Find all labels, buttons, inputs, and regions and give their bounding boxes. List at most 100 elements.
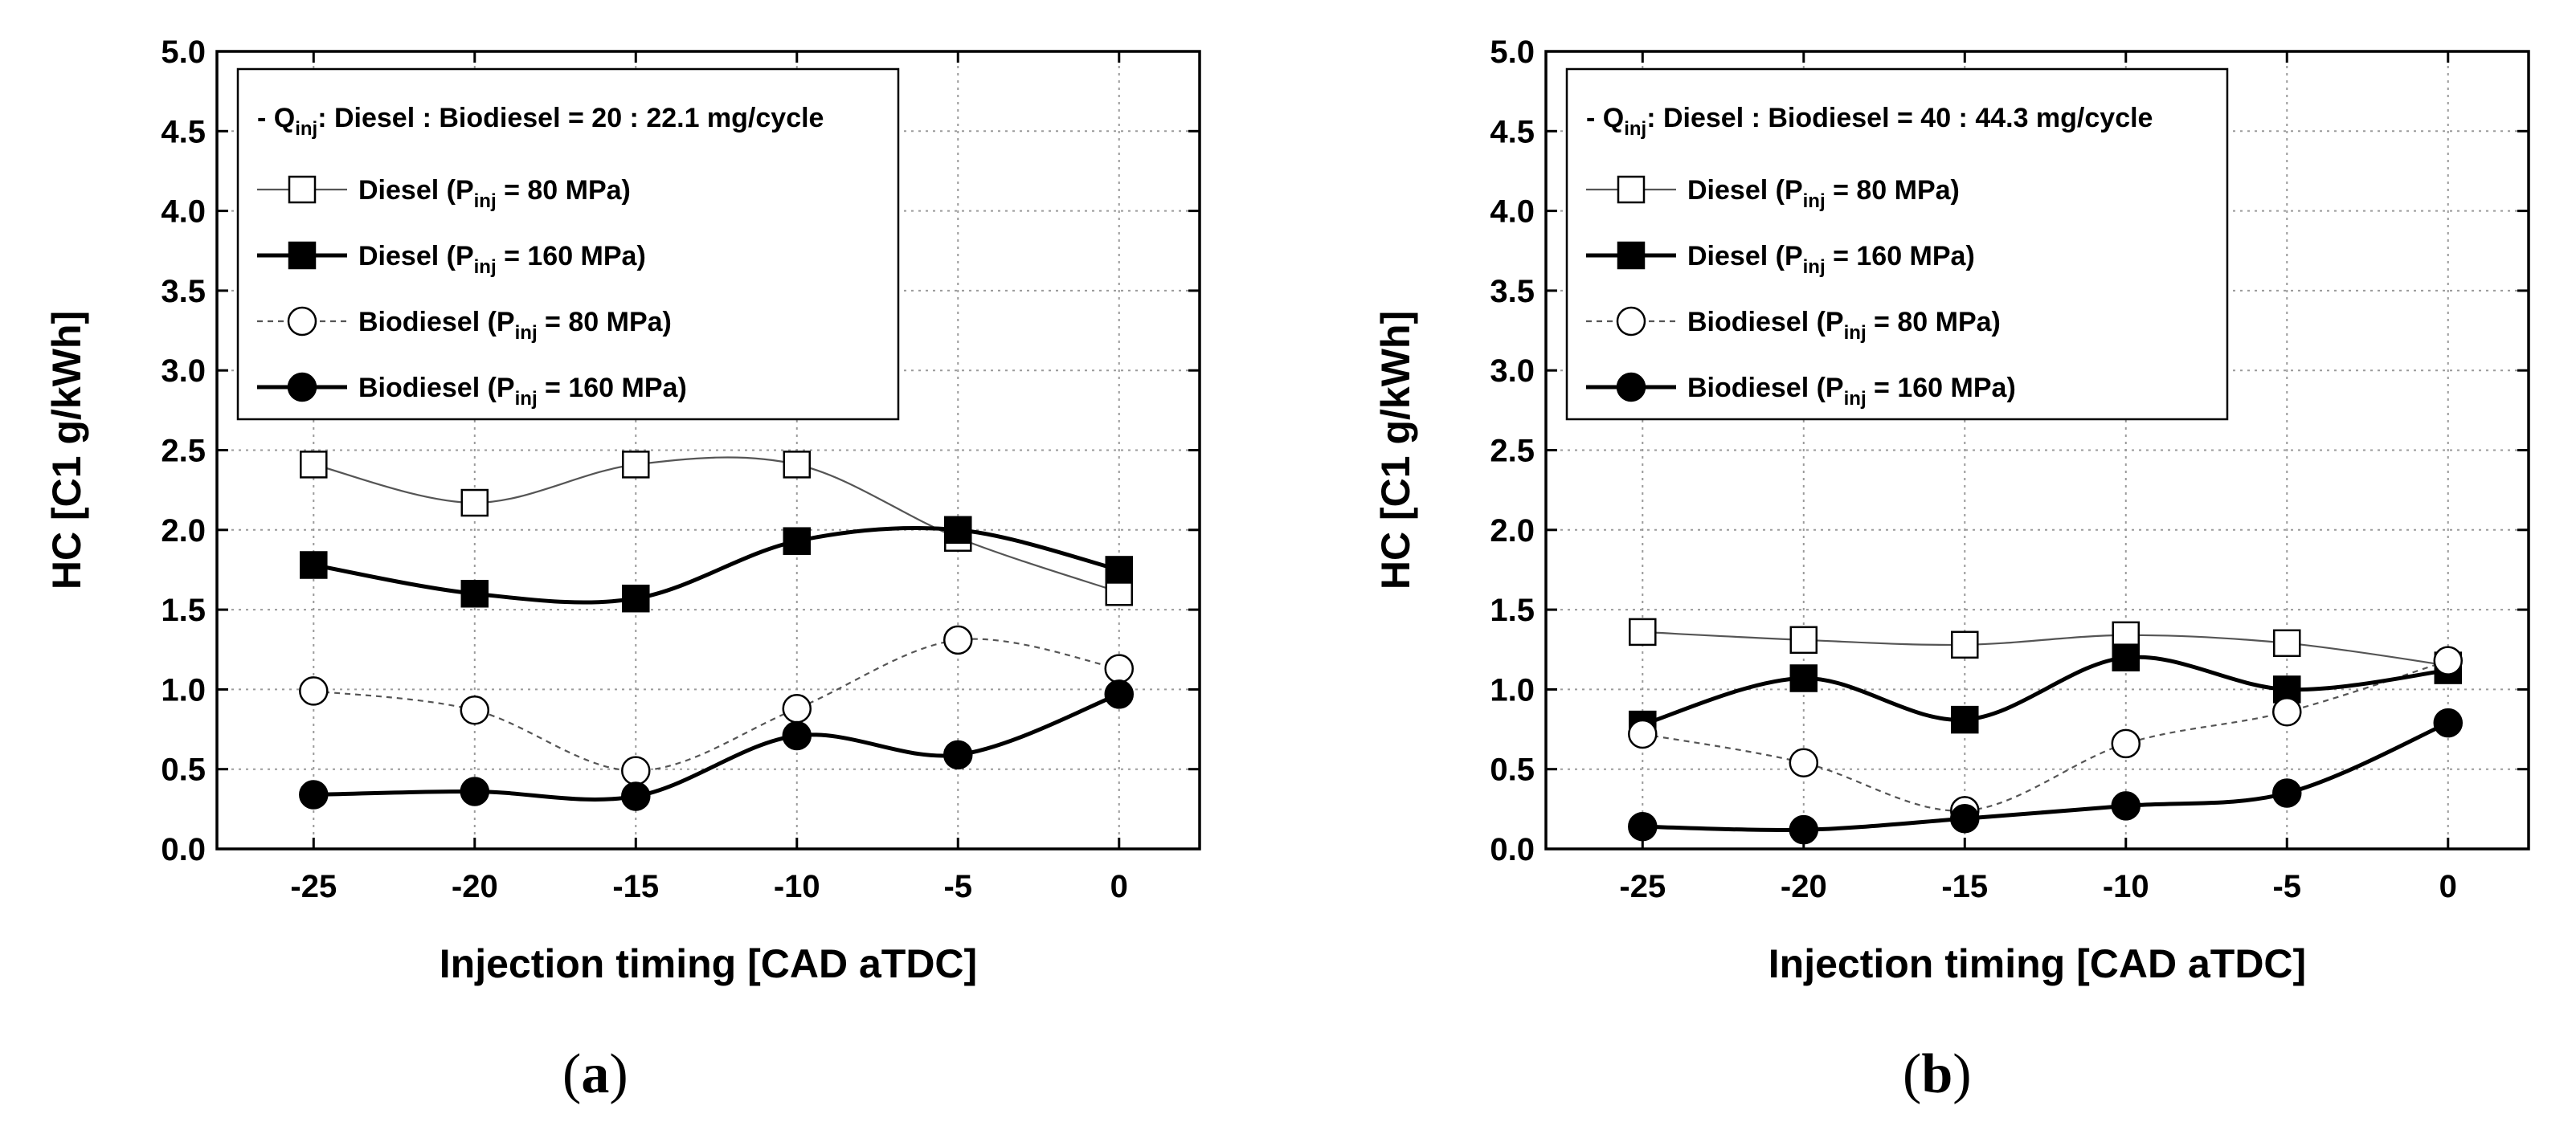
legend-label-4: Biodiesel (Pinj = 160 MPa) — [358, 373, 687, 410]
data-point-series-4 — [460, 777, 490, 806]
data-point-series-1 — [300, 451, 328, 479]
x-tick-label: -10 — [2103, 869, 2149, 904]
y-tick-label: 3.5 — [1490, 274, 1535, 309]
series-line-3 — [313, 638, 1119, 772]
x-tick-label: -15 — [612, 869, 659, 904]
data-point-series-3 — [943, 625, 973, 655]
y-tick-label: 5.0 — [1490, 35, 1535, 70]
data-point-series-4 — [299, 780, 329, 810]
data-point-series-4 — [2272, 778, 2302, 808]
data-point-series-2 — [460, 579, 489, 608]
data-point-series-4 — [1789, 814, 1819, 845]
y-tick-label: 0.5 — [1490, 753, 1535, 788]
legend-marker-3 — [287, 306, 317, 337]
data-point-series-3 — [2111, 728, 2141, 759]
y-tick-label: 4.5 — [1490, 114, 1535, 149]
y-tick-label: 2.5 — [161, 434, 206, 469]
x-tick-label: 0 — [1110, 869, 1128, 904]
panel-caption-a: (a) — [562, 1043, 628, 1105]
x-tick-label: -10 — [774, 869, 820, 904]
legend-label-1: Diesel (Pinj = 80 MPa) — [1687, 175, 1960, 212]
data-point-series-1 — [2273, 629, 2301, 658]
plot-frame — [1544, 50, 2530, 851]
y-tick-label: 1.0 — [161, 672, 206, 708]
panel-caption-b: (b) — [1903, 1043, 1972, 1105]
data-point-series-4 — [943, 740, 973, 770]
data-point-series-2 — [1951, 705, 1979, 734]
legend-marker-4 — [287, 372, 317, 402]
legend-marker-3 — [1616, 306, 1646, 337]
y-tick-label: 0.0 — [161, 832, 206, 867]
legend-label-4: Biodiesel (Pinj = 160 MPa) — [1687, 373, 2016, 410]
x-tick-label: -15 — [1941, 869, 1988, 904]
series-line-4 — [1642, 720, 2449, 833]
data-point-series-4 — [2433, 708, 2464, 738]
data-point-series-3 — [1104, 654, 1135, 683]
data-point-series-2 — [1789, 664, 1818, 692]
legend-marker-4 — [1616, 372, 1646, 402]
y-tick-label: 1.5 — [1490, 593, 1535, 628]
data-point-series-1 — [783, 451, 812, 479]
data-point-series-3 — [1628, 719, 1658, 749]
y-tick-label: 2.5 — [1490, 434, 1535, 469]
x-tick-label: -5 — [943, 869, 972, 904]
data-point-series-2 — [2112, 643, 2141, 671]
legend-label-2: Diesel (Pinj = 160 MPa) — [1687, 241, 1975, 278]
legend-marker-2 — [288, 241, 317, 270]
data-point-series-1 — [622, 451, 650, 479]
data-point-series-3 — [621, 756, 651, 785]
y-tick-label: 1.0 — [1490, 672, 1535, 708]
data-point-series-4 — [621, 781, 651, 811]
legend-box — [1565, 67, 2229, 421]
series-line-1 — [1642, 630, 2448, 667]
series-line-3 — [1642, 659, 2449, 812]
data-point-series-3 — [2433, 646, 2464, 675]
y-tick-label: 1.5 — [161, 593, 206, 628]
x-tick-label: -20 — [1781, 869, 1827, 904]
y-tick-label: 3.0 — [1490, 353, 1535, 389]
y-tick-label: 4.5 — [161, 114, 206, 149]
chart-panel-b: 0.0 0.5 1.0 1.5 2.0 2.5 3.0 3.5 4.0 4.5 5.0 -25 -20 -… — [1373, 35, 2530, 986]
data-point-series-3 — [2272, 696, 2302, 727]
y-axis-title: HC [C1 g/kWh] — [44, 311, 89, 590]
series-line-2 — [313, 525, 1120, 605]
series-line-1 — [313, 456, 1120, 594]
data-point-series-2 — [1105, 556, 1134, 584]
data-point-series-1 — [1951, 630, 1979, 659]
legend-label-3: Biodiesel (Pinj = 80 MPa) — [1687, 307, 2001, 344]
data-point-series-1 — [1629, 618, 1657, 647]
series-line-2 — [1642, 655, 2449, 727]
data-point-series-2 — [622, 584, 650, 613]
data-point-series-2 — [783, 527, 812, 555]
legend-marker-1 — [288, 175, 317, 204]
data-point-series-4 — [1628, 811, 1658, 842]
x-axis-title: Injection timing [CAD aTDC] — [440, 941, 977, 986]
x-axis-title: Injection timing [CAD aTDC] — [1768, 941, 2306, 986]
y-tick-label: 0.5 — [161, 753, 206, 788]
y-tick-label: 3.5 — [161, 274, 206, 309]
plot-frame — [215, 50, 1201, 851]
x-tick-label: -25 — [290, 869, 337, 904]
y-tick-label: 4.0 — [161, 194, 206, 230]
x-tick-label: -20 — [452, 869, 498, 904]
data-point-series-2 — [944, 516, 972, 545]
chart-panel-a: 0.0 0.5 1.0 1.5 2.0 2.5 3.0 3.5 4.0 4.5 5.0 -25 -20 -… — [44, 35, 1201, 986]
legend-note: - Qinj: Diesel : Biodiesel = 40 : 44.3 m… — [1586, 103, 2153, 140]
x-tick-label: 0 — [2439, 869, 2457, 904]
legend-label-3: Biodiesel (Pinj = 80 MPa) — [358, 307, 672, 344]
data-point-series-3 — [460, 695, 490, 725]
y-tick-label: 0.0 — [1490, 832, 1535, 867]
data-point-series-3 — [299, 676, 329, 706]
legend-label-2: Diesel (Pinj = 160 MPa) — [358, 241, 646, 278]
y-tick-label: 4.0 — [1490, 194, 1535, 230]
data-point-series-2 — [300, 551, 328, 579]
legend-marker-2 — [1617, 241, 1646, 270]
x-tick-label: -5 — [2272, 869, 2301, 904]
data-point-series-4 — [1950, 804, 1980, 834]
data-point-series-4 — [2111, 791, 2141, 821]
legend-note: - Qinj: Diesel : Biodiesel = 20 : 22.1 m… — [257, 103, 824, 140]
y-axis-title: HC [C1 g/kWh] — [1373, 311, 1418, 590]
legend-marker-1 — [1617, 175, 1646, 204]
data-point-series-1 — [460, 488, 489, 517]
